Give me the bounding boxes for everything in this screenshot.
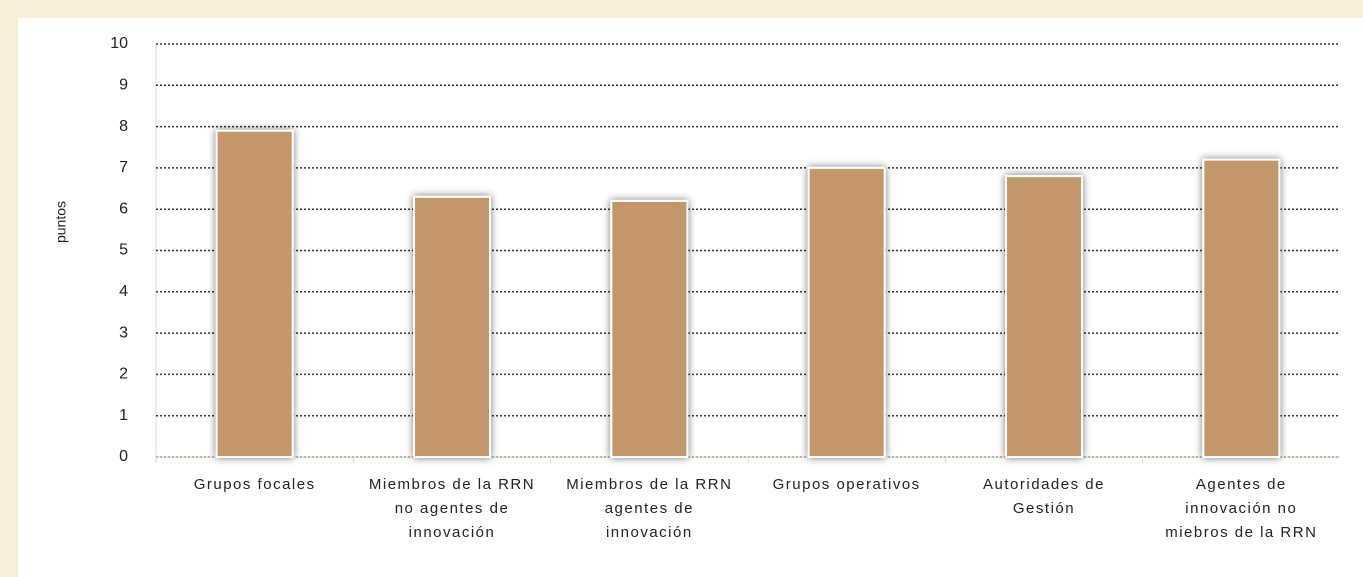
x-tick-label: Agentes de innovación no miebros de la R…	[1165, 476, 1318, 541]
bar	[610, 199, 689, 458]
y-tick-label: 9	[119, 77, 128, 94]
x-tick-label: Grupos operativos	[772, 476, 921, 493]
y-tick-label: 6	[119, 200, 128, 217]
y-tick-label: 5	[119, 242, 128, 259]
y-tick-label: 4	[119, 283, 128, 300]
y-tick-label: 0	[119, 448, 128, 465]
x-tick-label: Autoridades de Gestión	[983, 476, 1105, 517]
y-axis-label: puntos	[53, 201, 69, 243]
y-tick-label: 7	[119, 159, 128, 176]
y-tick-label: 2	[119, 366, 128, 383]
x-tick-label: Miembros de la RRN no agentes de innovac…	[368, 476, 536, 541]
bar	[215, 129, 294, 458]
y-tick-label: 1	[119, 407, 128, 424]
y-tick-label: 3	[119, 324, 128, 341]
bar	[1202, 158, 1281, 458]
bar	[807, 166, 886, 458]
x-tick-label: Grupos focales	[193, 476, 316, 493]
x-tick-label: Miembros de la RRN agentes de innovación	[566, 476, 733, 541]
bar	[1005, 175, 1083, 458]
y-tick-label: 10	[110, 35, 128, 52]
y-tick-label: 8	[119, 118, 128, 135]
bar	[413, 195, 491, 458]
